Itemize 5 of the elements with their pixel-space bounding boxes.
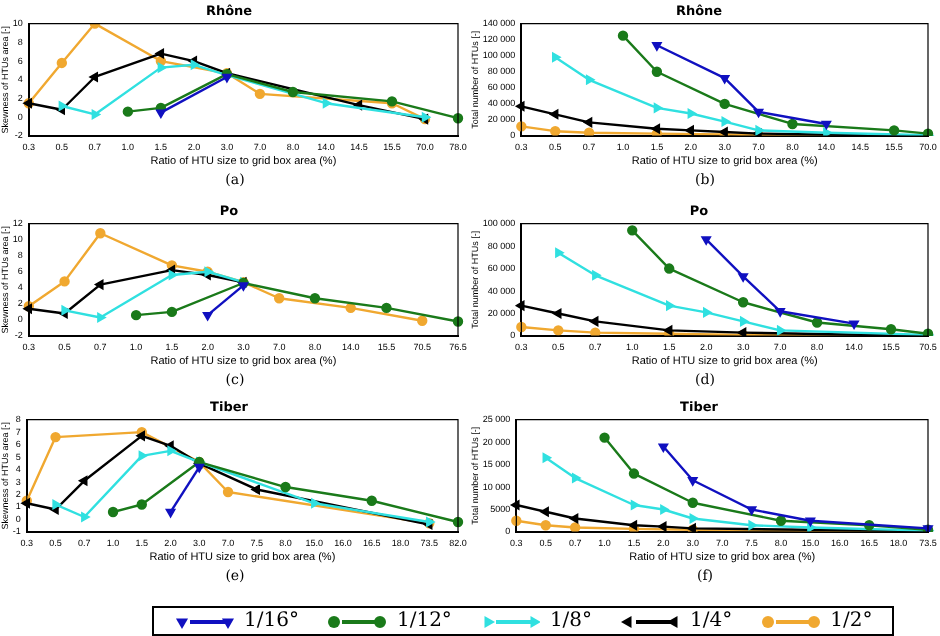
legend-label: 1/12° xyxy=(396,610,452,632)
legend-label: 1/2° xyxy=(830,610,873,632)
legend-label: 1/16° xyxy=(244,610,299,632)
legend-label: 1/8° xyxy=(549,610,593,632)
legend-label: 1/4° xyxy=(690,610,733,632)
